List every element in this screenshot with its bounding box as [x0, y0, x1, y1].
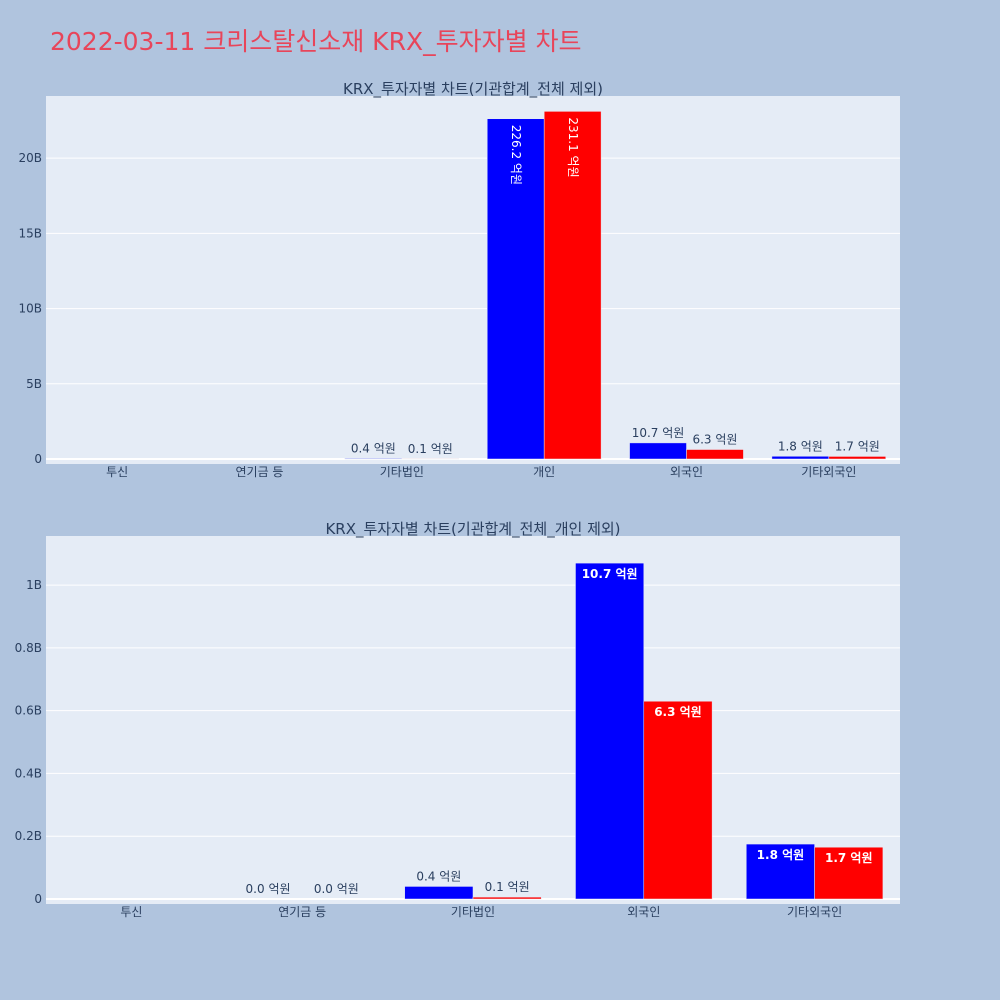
x-tick-label: 투신: [120, 905, 142, 919]
x-tick-label: 기타법인: [451, 905, 495, 919]
y-tick-label: 5B: [26, 377, 42, 391]
data-label: 0.4 억원: [351, 441, 396, 455]
x-tick-label: 연기금 등: [236, 465, 284, 479]
bar: [629, 442, 687, 460]
data-label: 0.4 억원: [416, 869, 461, 883]
data-label: 0.0 억원: [246, 882, 291, 896]
bar: [814, 846, 884, 900]
bar: [486, 118, 545, 460]
x-tick-label: 기타법인: [380, 465, 424, 479]
y-tick-label: 15B: [18, 226, 42, 240]
x-tick-label: 개인: [533, 465, 555, 479]
y-tick-label: 0.8B: [15, 641, 42, 655]
y-tick-label: 0.4B: [15, 766, 42, 780]
bar: [404, 886, 474, 900]
data-label: 0.1 억원: [408, 442, 453, 456]
chart-title-1: KRX_투자자별 차트(기관합계_전체 제외): [343, 80, 603, 99]
y-tick-label: 1B: [26, 578, 42, 592]
x-tick-label: 연기금 등: [278, 905, 326, 919]
y-tick-label: 20B: [18, 151, 42, 165]
y-tick-label: 0.2B: [15, 829, 42, 843]
y-tick-label: 0: [34, 892, 42, 906]
data-label: 10.7 억원: [632, 426, 685, 440]
x-tick-label: 기타외국인: [801, 465, 856, 479]
x-tick-label: 외국인: [627, 905, 660, 919]
data-label: 10.7 억원: [582, 567, 638, 581]
page-title: 2022-03-11 크리스탈신소재 KRX_투자자별 차트: [50, 27, 582, 56]
bar: [575, 562, 645, 900]
bar: [344, 458, 403, 460]
plot-area-1: [46, 96, 900, 464]
y-tick-label: 0.6B: [15, 704, 42, 718]
bar: [643, 700, 713, 900]
y-tick-label: 10B: [18, 302, 42, 316]
bar: [828, 456, 887, 460]
bar: [686, 449, 744, 460]
bar: [472, 896, 542, 900]
data-label: 1.7 억원: [835, 439, 880, 453]
data-label: 1.7 억원: [825, 851, 873, 865]
bar: [746, 843, 815, 900]
y-tick-label: 0: [34, 452, 42, 466]
plot-area-2: [46, 536, 900, 904]
data-label: 0.0 억원: [314, 882, 359, 896]
data-label: 6.3 억원: [654, 705, 702, 719]
data-label: 226.2 억원: [509, 125, 523, 185]
data-label: 0.1 억원: [485, 880, 530, 894]
data-label: 6.3 억원: [692, 433, 737, 447]
x-tick-label: 투신: [106, 465, 128, 479]
data-label: 231.1 억원: [566, 117, 580, 177]
x-tick-label: 외국인: [670, 465, 703, 479]
data-label: 1.8 억원: [757, 848, 805, 862]
data-label: 1.8 억원: [778, 439, 823, 453]
x-tick-label: 기타외국인: [787, 905, 842, 919]
bar: [543, 111, 602, 460]
chart-title-2: KRX_투자자별 차트(기관합계_전체_개인 제외): [325, 520, 620, 539]
bar: [771, 456, 830, 460]
